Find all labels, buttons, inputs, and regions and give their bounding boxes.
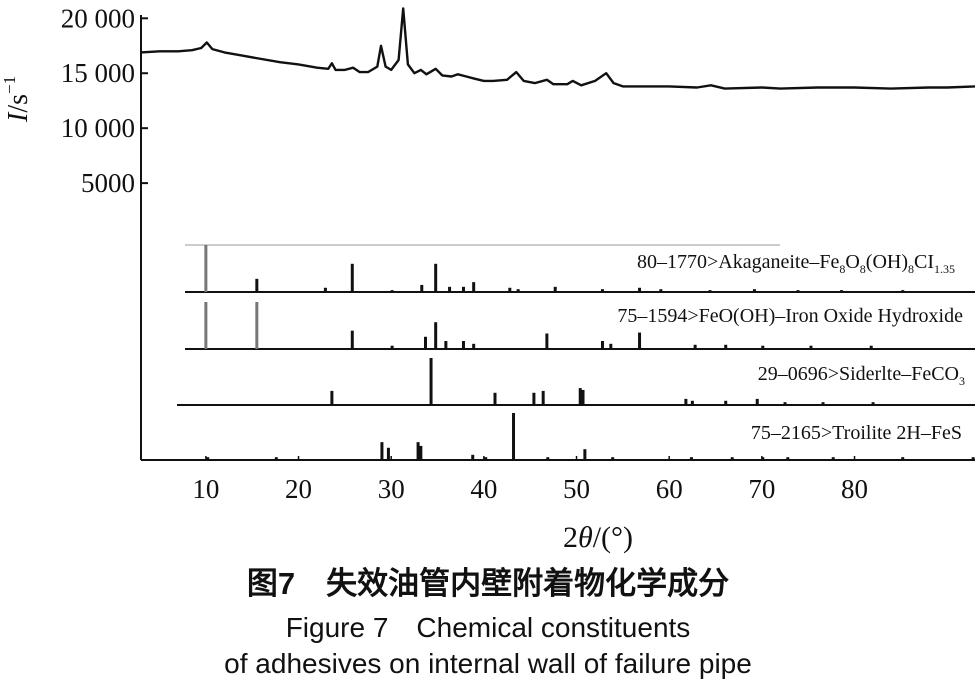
y-tick-label: 10 000 [61,113,135,143]
x-tick-label: 30 [378,474,405,504]
y-tick-label: 20 000 [61,3,135,33]
reference-label: 75–2165>Troilite 2H–FeS [751,422,962,444]
label-part: 8 [908,262,914,276]
x-label-symbol: θ [578,521,593,554]
label-part: CI [914,251,934,273]
label-part: 29–0696>Siderlte–FeCO [758,363,959,385]
caption-en: Figure 7 Chemical constituents [286,612,691,643]
label-part: 8 [839,262,845,276]
y-label-symbol: I [3,111,34,123]
label-part: O [845,251,859,273]
data-line [140,7,976,90]
x-axis-label: 2θ/(°) [563,521,633,554]
caption-en: of adhesives on internal wall of failure… [224,648,752,679]
caption-cn: 图7 失效油管内壁附着物化学成分 [247,566,729,601]
label-part: 3 [959,374,965,388]
y-label-text: /s [3,94,34,113]
y-axis-label: I/s−1 [0,76,34,123]
x-label-prefix: 2 [563,521,578,554]
label-part: 75–2165>Troilite 2H–FeS [751,422,962,444]
x-tick-label: 10 [192,474,219,504]
x-tick-label: 60 [656,474,683,504]
x-tick-label: 50 [563,474,590,504]
x-label-suffix: /(°) [593,521,633,554]
label-part: 8 [860,262,866,276]
reference-label: 80–1770>Akaganeite–Fe8O8(OH)8CI1.35 [637,251,955,276]
label-part: (OH) [866,251,908,273]
x-tick-label: 20 [285,474,312,504]
label-part: 75–1594>FeO(OH)–Iron Oxide Hydroxide [617,305,963,327]
reference-label: 75–1594>FeO(OH)–Iron Oxide Hydroxide [617,305,963,327]
y-label-superscript: −1 [0,76,19,94]
x-tick-label: 40 [470,474,497,504]
y-tick-label: 15 000 [61,58,135,88]
reference-label: 29–0696>Siderlte–FeCO3 [758,363,965,388]
label-part: 1.35 [934,262,955,276]
label-part: 80–1770>Akaganeite–Fe [637,251,839,273]
y-tick-label: 5000 [81,168,135,198]
x-tick-label: 80 [841,474,868,504]
x-tick-label: 70 [748,474,775,504]
